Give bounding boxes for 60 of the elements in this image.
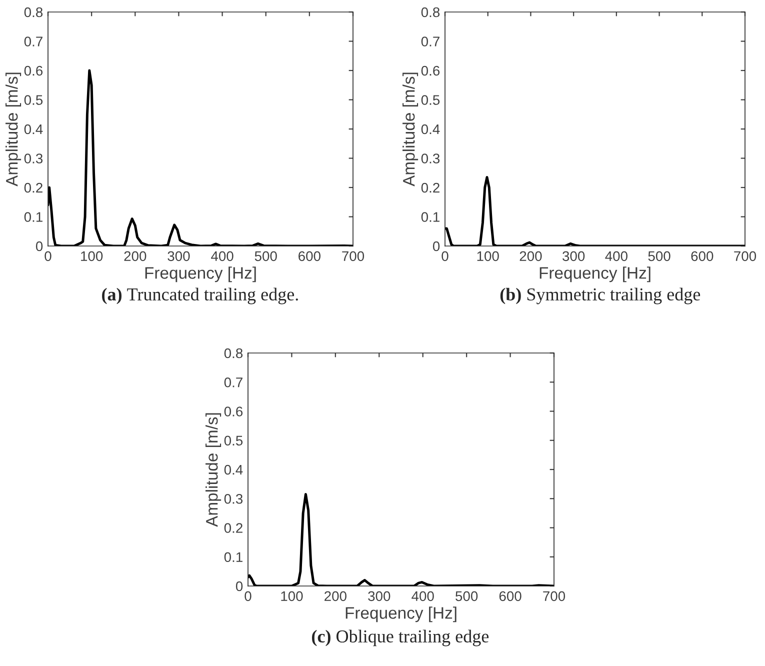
y-tick-label: 0.8 xyxy=(24,7,43,18)
x-tick-label: 100 xyxy=(477,251,499,262)
y-tick-label: 0 xyxy=(36,241,43,252)
x-tick-label: 0 xyxy=(244,591,252,602)
x-tick-label: 500 xyxy=(456,591,478,602)
x-tick-label: 600 xyxy=(298,251,320,262)
y-tick-label: 0.6 xyxy=(224,406,243,416)
y-axis-title: Amplitude [m/s] xyxy=(206,413,222,527)
text: (a) Truncated trailing edge. xyxy=(102,288,298,304)
x-tick-label: 700 xyxy=(342,251,364,262)
x-tick-label: 600 xyxy=(499,591,522,602)
x-tick-label: 100 xyxy=(281,591,303,602)
y-tick-label: 0.4 xyxy=(421,124,440,134)
x-axis-title: Frequency [Hz] xyxy=(346,606,456,622)
x-tick-label: 400 xyxy=(412,591,434,602)
x-tick-label: 300 xyxy=(368,591,390,602)
y-tick-label: 0.3 xyxy=(224,494,243,504)
y-tick-label: 0.4 xyxy=(224,464,243,475)
y-tick-label: 0.3 xyxy=(421,154,440,164)
y-tick-label: 0.1 xyxy=(224,552,242,562)
y-tick-label: 0.6 xyxy=(421,66,440,76)
y-tick-label: 0.2 xyxy=(224,523,242,533)
x-tick-label: 100 xyxy=(81,251,103,262)
x-tick-label: 200 xyxy=(124,251,146,262)
x-tick-label: 400 xyxy=(605,251,628,262)
y-tick-label: 0.1 xyxy=(421,212,440,222)
y-tick-label: 0 xyxy=(236,581,243,592)
text: (b) Symmetric trailing edge xyxy=(500,288,700,304)
y-tick-label: 0.8 xyxy=(224,348,243,358)
text: (c) Oblique trailing edge xyxy=(312,630,489,646)
x-tick-label: 0 xyxy=(442,251,448,262)
x-axis-title: Frequency [Hz] xyxy=(145,266,256,282)
x-tick-label: 500 xyxy=(254,251,277,262)
y-tick-label: 0.4 xyxy=(24,124,43,134)
x-tick-label: 200 xyxy=(324,591,346,602)
x-tick-label: 0 xyxy=(44,251,52,262)
y-axis-title: Amplitude [m/s] xyxy=(402,72,418,186)
y-axis-title: Amplitude [m/s] xyxy=(6,72,22,186)
x-tick-label: 400 xyxy=(211,251,234,262)
y-tick-label: 0.6 xyxy=(24,66,43,76)
y-tick-label: 0.5 xyxy=(24,95,43,105)
y-tick-label: 0.8 xyxy=(421,7,440,18)
x-tick-label: 300 xyxy=(168,251,190,262)
y-tick-label: 0.5 xyxy=(224,436,243,446)
y-tick-label: 0 xyxy=(432,241,440,252)
y-tick-label: 0.1 xyxy=(24,212,42,222)
y-tick-label: 0.3 xyxy=(24,154,43,164)
x-axis-title: Frequency [Hz] xyxy=(540,266,650,282)
y-tick-label: 0.2 xyxy=(421,182,440,193)
x-tick-label: 200 xyxy=(520,251,542,262)
y-tick-label: 0.7 xyxy=(24,36,42,46)
x-tick-label: 700 xyxy=(543,591,566,602)
y-tick-label: 0.2 xyxy=(24,182,42,193)
x-tick-label: 500 xyxy=(648,251,670,262)
y-tick-label: 0.7 xyxy=(421,36,440,46)
y-tick-label: 0.5 xyxy=(421,95,440,105)
x-tick-label: 600 xyxy=(691,251,714,262)
x-tick-label: 300 xyxy=(562,251,585,262)
x-tick-label: 700 xyxy=(734,251,756,262)
y-tick-label: 0.7 xyxy=(224,377,242,388)
